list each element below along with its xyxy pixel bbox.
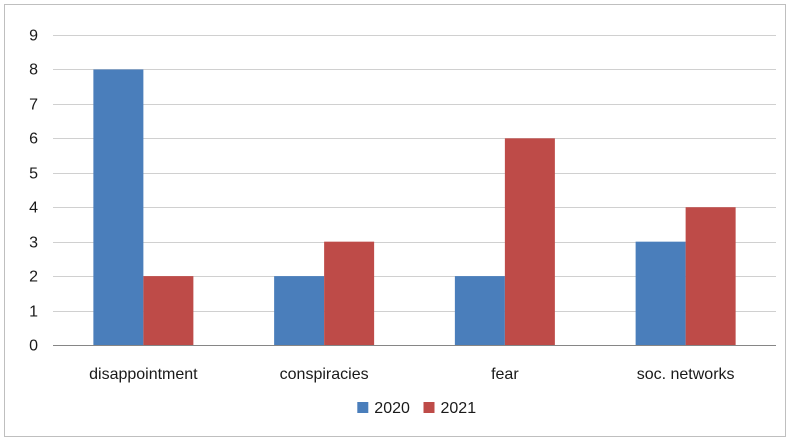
y-tick-label: 3 <box>29 235 38 252</box>
legend-swatch-2021 <box>423 402 435 413</box>
y-tick-label: 2 <box>29 269 38 286</box>
bar-2021-1 <box>324 241 375 345</box>
y-tick-label: 6 <box>29 131 38 148</box>
bar-2021-2 <box>504 138 555 345</box>
bar-2020-1 <box>274 276 325 345</box>
y-tick-label: 1 <box>29 304 38 321</box>
y-tick-label: 4 <box>29 200 38 217</box>
legend: 2020 2021 <box>357 400 476 417</box>
bar-2021-0 <box>143 276 194 345</box>
y-axis-ticks: 0 1 2 3 4 5 6 7 8 9 <box>29 28 38 355</box>
legend-label: 2020 <box>374 400 410 417</box>
bar-2021-3 <box>685 207 736 345</box>
x-axis-ticks: disappointment conspiracies fear soc. netwo… <box>89 366 734 383</box>
y-tick-label: 5 <box>29 166 38 183</box>
bar-2020-0 <box>93 69 144 345</box>
y-tick-label: 0 <box>29 338 38 355</box>
y-tick-label: 9 <box>29 28 38 45</box>
x-tick-label: conspiracies <box>280 366 369 383</box>
bar-2020-3 <box>635 241 686 345</box>
x-tick-label: soc. networks <box>637 366 735 383</box>
bar-2020-2 <box>454 276 505 345</box>
y-tick-label: 8 <box>29 62 38 79</box>
legend-label: 2021 <box>441 400 477 417</box>
bars <box>93 69 736 345</box>
legend-swatch-2020 <box>357 402 369 413</box>
y-tick-label: 7 <box>29 97 38 114</box>
x-tick-label: fear <box>491 366 519 383</box>
x-tick-label: disappointment <box>89 366 198 383</box>
